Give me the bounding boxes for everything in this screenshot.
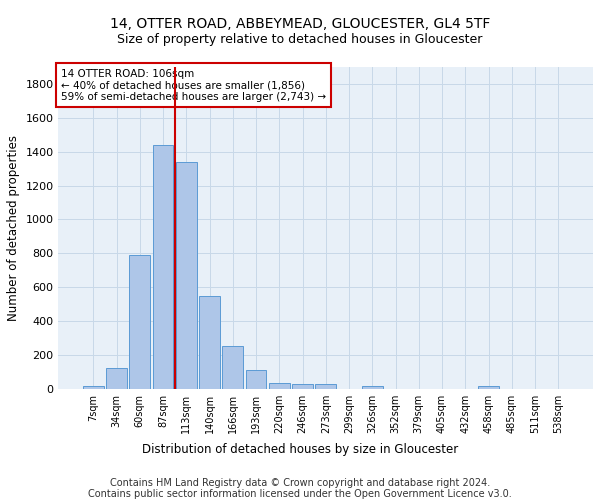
Text: Size of property relative to detached houses in Gloucester: Size of property relative to detached ho…	[118, 32, 482, 46]
Text: 14, OTTER ROAD, ABBEYMEAD, GLOUCESTER, GL4 5TF: 14, OTTER ROAD, ABBEYMEAD, GLOUCESTER, G…	[110, 18, 490, 32]
Text: Contains HM Land Registry data © Crown copyright and database right 2024.
Contai: Contains HM Land Registry data © Crown c…	[88, 478, 512, 499]
Bar	[152, 145, 173, 389]
Bar	[176, 162, 197, 389]
Bar	[129, 255, 150, 389]
Bar	[245, 370, 266, 389]
Bar	[362, 386, 383, 389]
Bar	[316, 384, 336, 389]
Bar	[222, 346, 243, 389]
Bar	[478, 386, 499, 389]
Text: Distribution of detached houses by size in Gloucester: Distribution of detached houses by size …	[142, 442, 458, 456]
Bar	[199, 296, 220, 389]
Bar	[269, 383, 290, 389]
Bar	[292, 384, 313, 389]
Text: 14 OTTER ROAD: 106sqm
← 40% of detached houses are smaller (1,856)
59% of semi-d: 14 OTTER ROAD: 106sqm ← 40% of detached …	[61, 68, 326, 102]
Bar	[83, 386, 104, 389]
Y-axis label: Number of detached properties: Number of detached properties	[7, 135, 20, 321]
Bar	[106, 368, 127, 389]
